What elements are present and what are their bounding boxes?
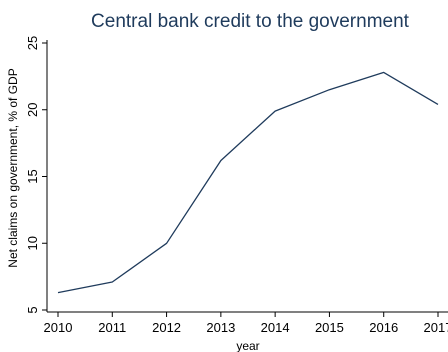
chart-title: Central bank credit to the government (91, 11, 410, 32)
y-axis: 5 10 15 20 25 (25, 36, 48, 314)
y-axis-label: Net claims on government, % of GDP (6, 68, 20, 267)
x-axis-label: year (236, 339, 259, 352)
x-tick-label: 2015 (315, 320, 344, 335)
x-tick-label: 2010 (44, 320, 73, 335)
x-tick-label: 2011 (98, 320, 126, 335)
x-tick-label: 2017 (424, 320, 448, 335)
y-tick-label: 25 (25, 36, 40, 50)
series-line-0 (57, 71, 439, 294)
x-axis: 2010 2011 2012 2013 2014 2015 2016 2017 (44, 311, 448, 335)
y-tick-label: 15 (25, 169, 40, 183)
y-tick-label: 5 (25, 306, 40, 313)
y-tick-label: 20 (25, 103, 40, 117)
y-tick-label: 10 (25, 236, 40, 250)
series-layer (57, 71, 439, 294)
x-tick-label: 2016 (369, 320, 398, 335)
x-tick-label: 2013 (206, 320, 235, 335)
x-tick-label: 2012 (152, 320, 181, 335)
x-tick-label: 2014 (261, 320, 290, 335)
